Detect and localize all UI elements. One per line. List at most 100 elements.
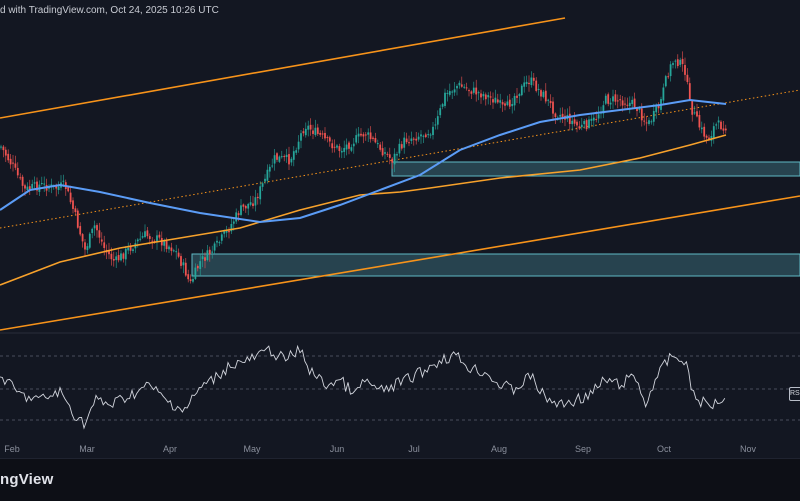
candle-body: [405, 138, 408, 143]
candle-body: [122, 253, 125, 259]
candle-body: [12, 162, 14, 164]
candle-body: [429, 134, 432, 136]
candle-body: [326, 137, 329, 139]
candle-body: [220, 234, 223, 241]
candle-body: [717, 120, 720, 123]
candle-body: [482, 94, 485, 97]
candle-body: [324, 132, 326, 139]
candle-body: [422, 135, 425, 137]
candle-body: [715, 124, 718, 126]
candle-body: [547, 99, 550, 101]
x-tick-label: Jun: [330, 444, 345, 454]
candle-body: [674, 60, 677, 62]
candle-body: [657, 105, 660, 109]
candle-body: [597, 114, 600, 119]
candle-body: [691, 100, 694, 115]
candle-body: [307, 125, 310, 130]
candle-body: [708, 137, 710, 140]
channel-upper-line: [0, 17, 566, 119]
candle-body: [57, 186, 60, 190]
candles: [0, 51, 727, 284]
candle-body: [16, 167, 19, 176]
candle-body: [439, 108, 442, 116]
candle-body: [276, 153, 278, 160]
candle-body: [208, 249, 211, 255]
candle-body: [700, 127, 703, 130]
candle-body: [295, 150, 298, 153]
candle-body: [516, 95, 518, 98]
candle-body: [271, 165, 274, 167]
candle-body: [693, 112, 696, 114]
candle-body: [580, 124, 583, 128]
candle-body: [84, 242, 86, 250]
candle-body: [127, 247, 130, 251]
candle-body: [388, 154, 391, 158]
price-pane: [0, 17, 800, 331]
candle-body: [261, 183, 264, 187]
candle-body: [9, 158, 12, 165]
candle-body: [180, 256, 182, 266]
candle-body: [595, 118, 598, 120]
candle-body: [76, 210, 79, 228]
candle-body: [573, 119, 576, 124]
time-axis[interactable]: Feb Mar Apr May Jun Jul Aug Sep Oct Nov: [4, 444, 756, 454]
candle-body: [352, 143, 355, 147]
candle-body: [576, 121, 578, 126]
candle-body: [292, 151, 295, 160]
candle-body: [232, 221, 235, 224]
candle-body: [228, 230, 230, 233]
candle-body: [492, 99, 494, 103]
price-chart[interactable]: Feb Mar Apr May Jun Jul Aug Sep Oct Nov: [0, 0, 800, 458]
candle-body: [146, 230, 149, 237]
candle-body: [345, 144, 348, 150]
candle-body: [400, 144, 403, 149]
candle-body: [645, 122, 648, 124]
candle-body: [357, 133, 360, 137]
candle-body: [21, 176, 24, 186]
candle-body: [619, 99, 622, 101]
candle-body: [86, 246, 89, 251]
x-tick-label: Feb: [4, 444, 20, 454]
candle-body: [43, 183, 46, 185]
candle-body: [316, 127, 319, 134]
candle-body: [477, 92, 480, 94]
candle-body: [117, 255, 120, 261]
candle-body: [252, 203, 254, 206]
candle-body: [158, 234, 161, 238]
candle-body: [441, 104, 444, 107]
candle-body: [496, 99, 499, 103]
candle-body: [648, 120, 650, 124]
candle-body: [81, 234, 84, 242]
candle-body: [487, 95, 490, 98]
candle-body: [321, 133, 324, 135]
candle-body: [470, 91, 473, 94]
x-tick-label: May: [243, 444, 261, 454]
candle-body: [384, 152, 386, 154]
chart-header: d with TradingView.com, Oct 24, 2025 10:…: [0, 5, 219, 16]
candle-body: [28, 186, 31, 190]
candle-body: [549, 100, 552, 104]
candle-body: [676, 59, 679, 67]
candle-body: [153, 240, 156, 242]
candle-body: [170, 247, 173, 251]
candle-body: [108, 250, 110, 255]
candle-body: [283, 156, 286, 158]
candle-body: [31, 183, 34, 189]
x-tick-label: Aug: [491, 444, 507, 454]
candle-body: [74, 208, 77, 213]
candle-body: [530, 77, 533, 86]
candle-body: [148, 236, 151, 239]
candle-body: [62, 180, 65, 182]
candle-body: [684, 65, 686, 75]
candle-body: [115, 256, 118, 261]
candle-body: [585, 120, 588, 130]
candle-body: [304, 128, 307, 136]
candle-body: [686, 74, 689, 83]
candle-body: [360, 133, 362, 136]
candle-body: [300, 133, 302, 141]
candle-body: [624, 103, 626, 105]
candle-body: [88, 233, 91, 248]
candle-body: [367, 132, 370, 135]
candle-body: [631, 99, 634, 105]
candle-body: [36, 181, 38, 191]
